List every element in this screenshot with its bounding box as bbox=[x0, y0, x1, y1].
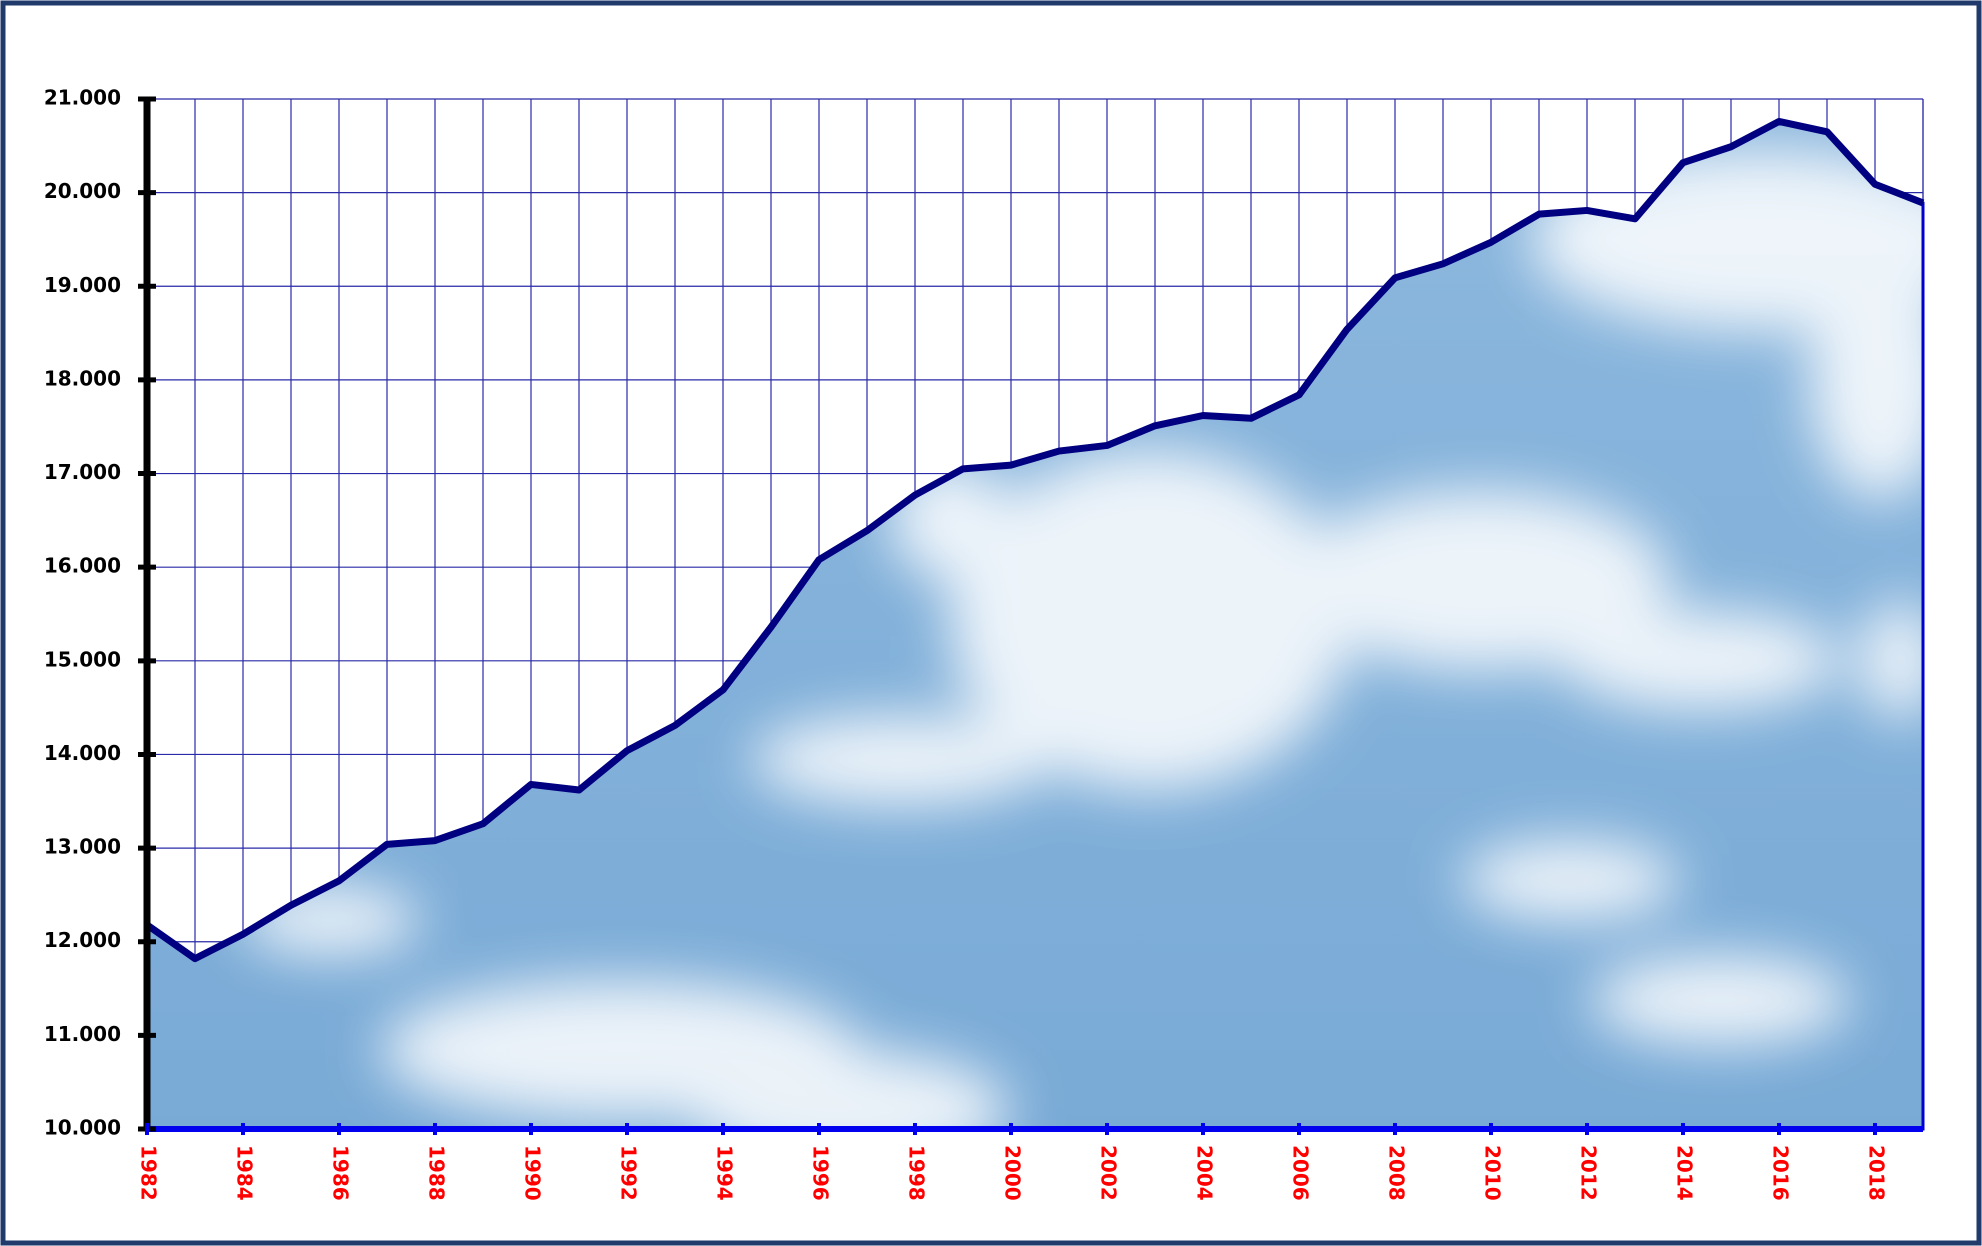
x-tick-label: 2006 bbox=[1289, 1145, 1313, 1201]
y-tick-label: 12.000 bbox=[44, 928, 121, 952]
x-tick-label: 2002 bbox=[1097, 1145, 1121, 1201]
y-tick-label: 13.000 bbox=[44, 835, 121, 859]
y-tick-label: 19.000 bbox=[44, 273, 121, 297]
x-tick-label: 2012 bbox=[1577, 1145, 1601, 1201]
y-tick-label: 18.000 bbox=[44, 366, 121, 390]
y-tick-label: 10.000 bbox=[44, 1116, 121, 1140]
x-tick-label: 1994 bbox=[713, 1145, 737, 1201]
x-tick-label: 1990 bbox=[521, 1145, 545, 1201]
marks: 10.000 11.000 12.000 13.000 14.000 15.000 16.0… bbox=[44, 86, 1925, 1201]
x-tick-label: 2010 bbox=[1481, 1145, 1505, 1201]
y-tick-label: 16.000 bbox=[44, 554, 121, 578]
x-tick-label: 2016 bbox=[1769, 1145, 1793, 1201]
line bbox=[144, 117, 1925, 963]
y-tick-label: 20.000 bbox=[44, 179, 121, 203]
x-tick-label: 1988 bbox=[425, 1145, 449, 1201]
x-tick-label: 2008 bbox=[1385, 1145, 1409, 1201]
y-tick-label: 15.000 bbox=[44, 647, 121, 671]
x-tick-label: 1996 bbox=[809, 1145, 833, 1201]
y-tick-label: 11.000 bbox=[44, 1022, 121, 1046]
x-tick-label: 2000 bbox=[1001, 1145, 1025, 1201]
x-tick-label: 1982 bbox=[137, 1145, 161, 1201]
x-tick-label: 1984 bbox=[233, 1145, 257, 1201]
y-tick-label: 17.000 bbox=[44, 460, 121, 484]
x-tick-label: 2014 bbox=[1673, 1145, 1697, 1201]
x-tick-label: 2018 bbox=[1865, 1145, 1889, 1201]
x-tick-label: 1992 bbox=[617, 1145, 641, 1201]
x-tick-label: 2004 bbox=[1193, 1145, 1217, 1201]
x-tick-label: 1986 bbox=[329, 1145, 353, 1201]
y-tick-label: 14.000 bbox=[44, 741, 121, 765]
y-tick-label: 21.000 bbox=[44, 86, 121, 110]
x-tick-label: 1998 bbox=[905, 1145, 929, 1201]
